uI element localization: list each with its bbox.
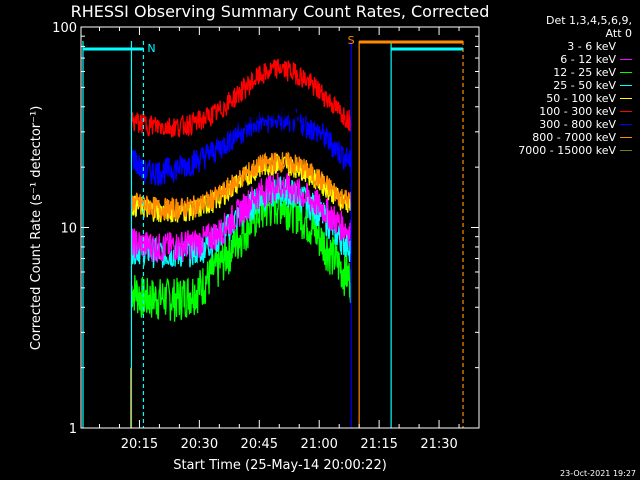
series-line-50-100-kev — [130, 153, 352, 223]
legend-swatch — [620, 150, 632, 151]
legend-item: 6 - 12 keV — [482, 53, 632, 66]
x-tick-label: 21:30 — [420, 437, 457, 452]
legend-label: 50 - 100 keV — [546, 92, 616, 105]
night-marker-label: N — [147, 42, 155, 55]
y-tick-label: 1 — [69, 422, 77, 437]
x-tick-label: 21:00 — [300, 437, 337, 452]
series-line-12-25-kev — [130, 182, 352, 322]
legend-label: 300 - 800 keV — [539, 118, 616, 131]
legend-swatch — [620, 59, 632, 60]
legend-entries: 3 - 6 keV 6 - 12 keV 12 - 25 keV 25 - 50 ke… — [482, 40, 632, 157]
legend-item: 3 - 6 keV — [482, 40, 632, 53]
legend-swatch — [620, 85, 632, 86]
legend-label: 800 - 7000 keV — [532, 131, 616, 144]
legend-label: 100 - 300 keV — [539, 105, 616, 118]
legend-item: 100 - 300 keV — [482, 105, 632, 118]
x-tick-label: 20:30 — [181, 437, 218, 452]
series-line-800-7000-kev — [130, 151, 352, 220]
legend-label: 6 - 12 keV — [560, 53, 616, 66]
series-line-300-800-kev — [130, 107, 352, 187]
legend-label: 7000 - 15000 keV — [518, 144, 616, 157]
legend-swatch — [620, 72, 632, 73]
legend-item: 800 - 7000 keV — [482, 131, 632, 144]
legend-item: 50 - 100 keV — [482, 92, 632, 105]
series-line-6-12-kev — [130, 172, 352, 263]
legend-swatch — [620, 124, 632, 125]
legend-item: 7000 - 15000 keV — [482, 144, 632, 157]
legend-swatch — [620, 98, 632, 99]
x-tick-label: 20:15 — [121, 437, 158, 452]
chart-title: RHESSI Observing Summary Count Rates, Co… — [71, 2, 490, 21]
x-tick-label: 21:15 — [360, 437, 397, 452]
legend-swatch — [620, 45, 632, 48]
generation-timestamp: 23-Oct-2021 19:27 — [560, 469, 636, 478]
x-tick-label: 20:45 — [241, 437, 278, 452]
series-line-100-300-kev — [130, 58, 352, 138]
legend-item: 12 - 25 keV — [482, 66, 632, 79]
plot-frame — [80, 26, 480, 429]
legend-detectors: Det 1,3,4,5,6,9, — [545, 14, 632, 27]
legend-item: 300 - 800 keV — [482, 118, 632, 131]
legend-swatch — [620, 137, 632, 138]
legend-item: 25 - 50 keV — [482, 79, 632, 92]
y-axis-label: Corrected Count Rate (s⁻¹ detector⁻¹) — [29, 106, 44, 351]
legend-attenuator: Att 0 — [605, 27, 632, 40]
legend-label: 12 - 25 keV — [553, 66, 616, 79]
legend-swatch — [620, 111, 632, 112]
chart-legend: Det 1,3,4,5,6,9, Att 0 3 - 6 keV 6 - 12 k… — [482, 14, 632, 157]
legend-label: 25 - 50 keV — [553, 79, 616, 92]
legend-label: 3 - 6 keV — [567, 40, 616, 53]
y-tick-label: 10 — [60, 222, 77, 237]
y-tick-label: 100 — [52, 21, 77, 36]
saa-marker-label: S — [348, 34, 355, 47]
x-axis-label: Start Time (25-May-14 20:00:22) — [173, 458, 387, 473]
